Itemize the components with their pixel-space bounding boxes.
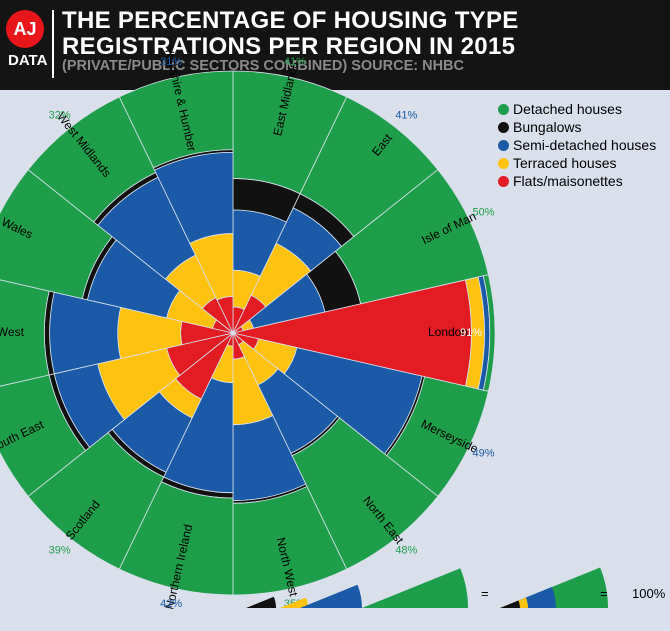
legend-swatch: [498, 139, 509, 151]
region-wedge-south-west: [0, 279, 234, 387]
region-wedge-east: [232, 96, 439, 334]
segment-detached: [118, 70, 234, 169]
legend-label: Bungalows: [513, 119, 582, 135]
header: AJ DATA THE PERCENTAGE OF HOUSING TYPE R…: [0, 0, 670, 90]
region-percent-label: 41%: [284, 56, 306, 68]
title-line-2: REGISTRATIONS PER REGION IN 2015: [62, 33, 516, 60]
region-wedge-east-midlands: [232, 70, 348, 334]
legend-label: Terraced houses: [513, 155, 617, 171]
footer-wedge-bungalows: [246, 596, 276, 608]
region-wedge-northern-ireland: [118, 332, 234, 596]
footer-wedge-terraced: [280, 597, 308, 608]
region-label: London: [428, 325, 468, 339]
legend-item: Flats/maisonettes: [498, 172, 656, 190]
title-line-1: THE PERCENTAGE OF HOUSING TYPE: [62, 7, 519, 34]
region-percent-label: 31%: [160, 56, 182, 68]
logo-data-label: DATA: [8, 52, 48, 69]
region-wedge-scotland: [27, 332, 234, 570]
region-percent-label: 50%: [472, 206, 494, 218]
region-percent-label: 91%: [460, 327, 482, 339]
legend-swatch: [498, 175, 509, 187]
legend-swatch: [498, 157, 509, 169]
region-wedge-west-midlands: [27, 96, 234, 334]
legend-swatch: [498, 121, 509, 133]
legend: Detached houses Bungalows Semi-detached ho…: [498, 100, 656, 190]
legend-swatch: [498, 103, 509, 115]
footer-total: 100%: [632, 586, 666, 601]
region-label: South West: [0, 325, 25, 339]
chart-title: THE PERCENTAGE OF HOUSING TYPE REGISTRAT…: [62, 8, 519, 60]
footer-equals-1: =: [481, 586, 489, 601]
region-wedge-isle-of-man: [232, 169, 489, 334]
legend-label: Flats/maisonettes: [513, 173, 623, 189]
footer-wedge-semi: [300, 584, 362, 608]
region-percent-label: 42%: [160, 598, 182, 610]
legend-label: Detached houses: [513, 101, 622, 117]
legend-label: Semi-detached houses: [513, 137, 657, 153]
legend-item: Terraced houses: [498, 154, 656, 172]
region-wedge-merseyside: [232, 332, 489, 497]
chart-subtitle: (PRIVATE/PUBLIC SECTORS COMBINED) SOURCE…: [62, 58, 464, 74]
header-divider: [52, 10, 54, 78]
region-percent-label: 48%: [395, 544, 417, 556]
region-percent-label: 41%: [395, 110, 417, 122]
region-wedge-north-west: [232, 332, 348, 596]
region-percent-label: 39%: [49, 544, 71, 556]
region-percent-label: 49%: [472, 448, 494, 460]
region-wedge-london: [232, 274, 496, 392]
footer-wedge-detached: [362, 568, 468, 608]
aj-logo: AJ: [6, 10, 44, 48]
legend-item: Semi-detached houses: [498, 136, 656, 154]
legend-item: Bungalows: [498, 118, 656, 136]
region-percent-label: 32%: [49, 110, 71, 122]
footer-equals-2: =: [600, 586, 608, 601]
region-wedge-yorkshire-humber: [118, 70, 234, 334]
footer-wedge-total-bungalows: [500, 600, 520, 608]
legend-item: Detached houses: [498, 100, 656, 118]
